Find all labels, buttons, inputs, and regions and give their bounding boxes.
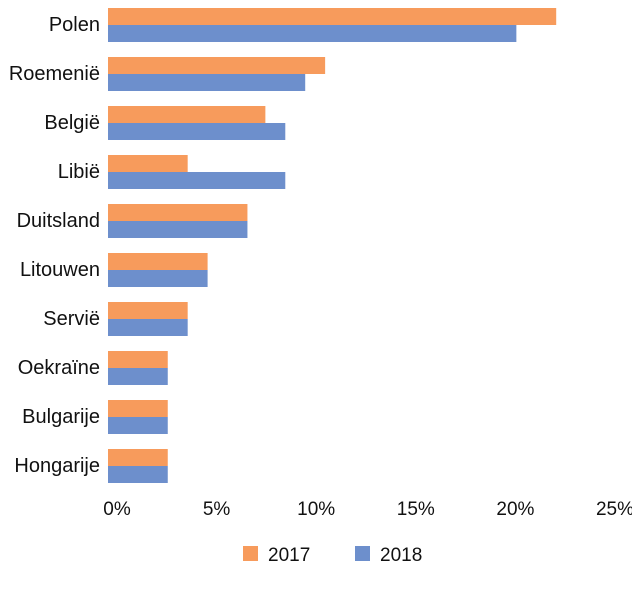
bar-libie-2017 bbox=[108, 155, 188, 172]
legend-label-2018: 2018 bbox=[380, 545, 422, 566]
x-tick-label-15: 15% bbox=[397, 499, 435, 520]
category-label-bulgarije: Bulgarije bbox=[22, 406, 100, 428]
category-label-polen: Polen bbox=[49, 14, 100, 36]
category-label-duitsland: Duitsland bbox=[17, 210, 100, 232]
legend: 2017 2018 bbox=[243, 545, 422, 566]
bar-oekraine-2018 bbox=[108, 368, 168, 385]
category-label-oekraine: Oekraïne bbox=[18, 357, 100, 379]
x-tick-label-20: 20% bbox=[496, 499, 534, 520]
bar-litouwen-2017 bbox=[108, 253, 208, 270]
bar-belgie-2017 bbox=[108, 106, 266, 123]
bar-polen-2017 bbox=[108, 8, 557, 25]
bar-polen-2018 bbox=[108, 25, 517, 42]
legend-swatch-2018 bbox=[355, 546, 370, 561]
category-label-roemenie: Roemenië bbox=[9, 63, 100, 85]
category-label-hongarije: Hongarije bbox=[14, 455, 100, 477]
bar-hongarije-2018 bbox=[108, 466, 168, 483]
bar-roemenie-2017 bbox=[108, 57, 326, 74]
x-tick-label-5: 5% bbox=[203, 499, 231, 520]
x-tick-label-10: 10% bbox=[297, 499, 335, 520]
category-label-servie: Servië bbox=[43, 308, 100, 330]
legend-swatch-2017 bbox=[243, 546, 258, 561]
bar-bulgarije-2017 bbox=[108, 400, 168, 417]
bar-litouwen-2018 bbox=[108, 270, 208, 287]
category-label-belgie: België bbox=[44, 112, 100, 134]
bar-duitsland-2017 bbox=[108, 204, 248, 221]
bar-servie-2017 bbox=[108, 302, 188, 319]
bar-roemenie-2018 bbox=[108, 74, 306, 91]
bar-libie-2018 bbox=[108, 172, 286, 189]
bar-hongarije-2017 bbox=[108, 449, 168, 466]
bars-group bbox=[108, 8, 557, 483]
category-labels: Polen Roemenië België Libië Duitsland Litouwe… bbox=[9, 14, 100, 477]
bar-oekraine-2017 bbox=[108, 351, 168, 368]
bar-belgie-2018 bbox=[108, 123, 286, 140]
legend-label-2017: 2017 bbox=[268, 545, 310, 566]
bar-bulgarije-2018 bbox=[108, 417, 168, 434]
bar-duitsland-2018 bbox=[108, 221, 248, 238]
x-tick-label-0: 0% bbox=[103, 499, 131, 520]
bar-servie-2018 bbox=[108, 319, 188, 336]
category-label-libie: Libië bbox=[58, 161, 100, 183]
x-tick-labels: 0% 5% 10% 15% 20% 25% bbox=[103, 499, 632, 520]
x-tick-label-25: 25% bbox=[596, 499, 632, 520]
category-label-litouwen: Litouwen bbox=[20, 259, 100, 281]
